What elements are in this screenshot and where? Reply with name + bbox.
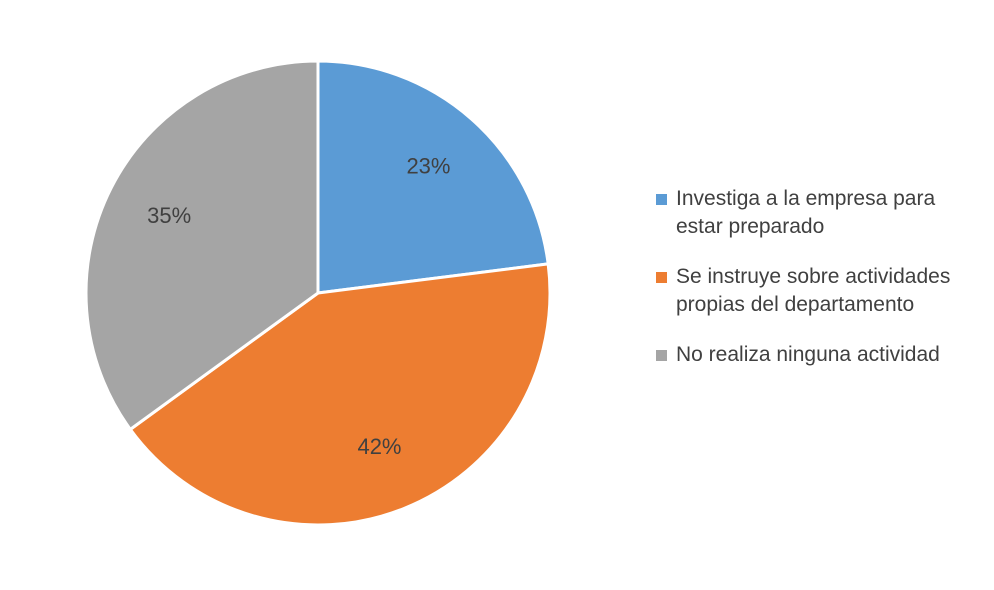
legend-swatch: [656, 350, 667, 361]
legend: Investiga a la empresa para estar prepar…: [656, 185, 976, 391]
legend-item-se-instruye: Se instruye sobre actividades propias de…: [656, 263, 976, 319]
pie-data-label-3: 35%: [147, 203, 191, 228]
legend-label: Investiga a la empresa para estar prepar…: [676, 187, 936, 238]
pie-slices: [84, 59, 552, 527]
pie-slice-1: [316, 59, 550, 295]
legend-swatch: [656, 272, 667, 283]
legend-label: Se instruye sobre actividades propias de…: [676, 265, 951, 316]
legend-label: No realiza ninguna actividad: [676, 343, 940, 366]
legend-swatch: [656, 194, 667, 205]
pie-data-label-1: 23%: [406, 154, 450, 179]
pie-slice-2: [128, 262, 552, 527]
pie-data-label-2: 42%: [357, 434, 401, 459]
pie-slice-3: [84, 59, 320, 431]
pie-data-labels: 23% 42% 35%: [147, 154, 450, 460]
legend-item-investiga: Investiga a la empresa para estar prepar…: [656, 185, 976, 241]
legend-item-no-realiza: No realiza ninguna actividad: [656, 341, 976, 369]
